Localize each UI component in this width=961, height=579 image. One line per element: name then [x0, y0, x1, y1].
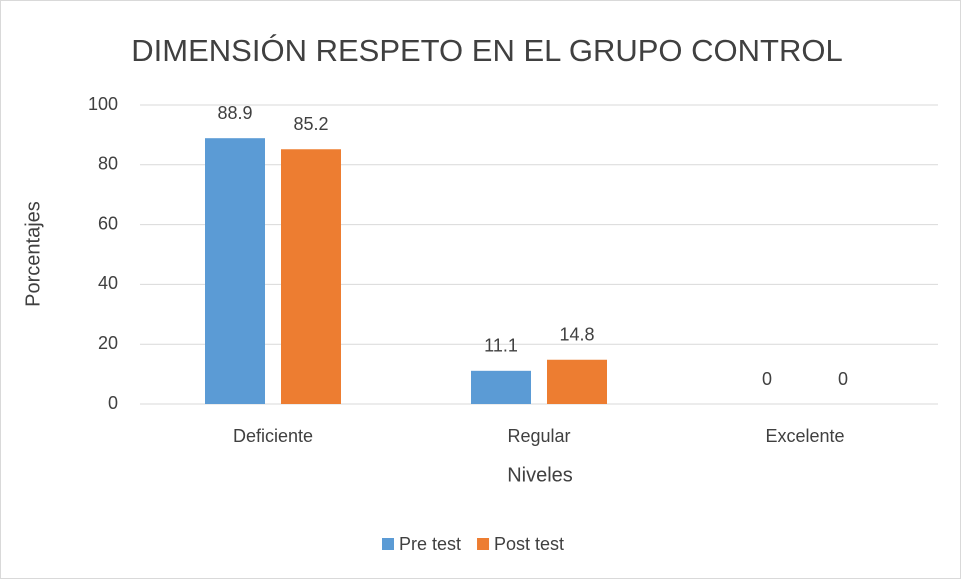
y-tick-label: 0	[108, 393, 118, 413]
legend-swatch	[382, 538, 394, 550]
x-tick-label: Excelente	[765, 426, 844, 446]
legend-label: Post test	[494, 534, 564, 554]
y-tick-label: 20	[98, 333, 118, 353]
data-label: 0	[762, 369, 772, 389]
chart-title: DIMENSIÓN RESPETO EN EL GRUPO CONTROL	[131, 33, 842, 68]
y-tick-label: 80	[98, 154, 118, 174]
y-axis-label: Porcentajes	[22, 201, 44, 307]
data-label: 11.1	[484, 336, 518, 356]
data-label: 14.8	[559, 324, 594, 344]
legend-label: Pre test	[399, 534, 461, 554]
bar	[205, 138, 265, 404]
data-label: 88.9	[217, 103, 252, 123]
data-label: 85.2	[293, 114, 328, 134]
data-label: 0	[838, 369, 848, 389]
bar	[471, 370, 531, 404]
bar	[547, 359, 607, 404]
x-axis-label: Niveles	[507, 464, 573, 486]
bar	[281, 149, 341, 404]
y-tick-label: 40	[98, 273, 118, 293]
y-tick-label: 100	[88, 94, 118, 114]
x-tick-label: Deficiente	[233, 426, 313, 446]
y-tick-label: 60	[98, 213, 118, 233]
x-tick-label: Regular	[507, 426, 570, 446]
legend-swatch	[477, 538, 490, 550]
